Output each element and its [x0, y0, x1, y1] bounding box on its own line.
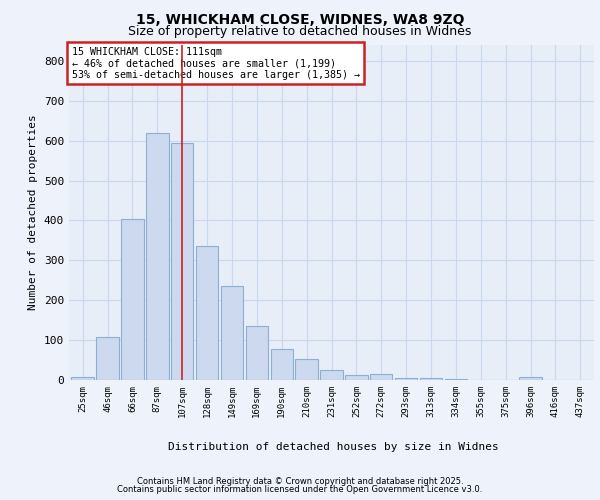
Bar — [245, 326, 268, 380]
Text: Contains HM Land Registry data © Crown copyright and database right 2025.: Contains HM Land Registry data © Crown c… — [137, 477, 463, 486]
Bar — [295, 360, 318, 380]
Bar — [97, 338, 119, 380]
Text: 15, WHICKHAM CLOSE, WIDNES, WA8 9ZQ: 15, WHICKHAM CLOSE, WIDNES, WA8 9ZQ — [136, 12, 464, 26]
Text: 15 WHICKHAM CLOSE: 111sqm
← 46% of detached houses are smaller (1,199)
53% of se: 15 WHICKHAM CLOSE: 111sqm ← 46% of detac… — [71, 46, 359, 80]
Bar — [320, 370, 343, 380]
Bar — [71, 377, 94, 380]
Bar — [395, 378, 418, 380]
Bar — [146, 132, 169, 380]
Bar — [221, 286, 243, 380]
Bar — [271, 349, 293, 380]
Bar — [171, 142, 193, 380]
Bar — [520, 377, 542, 380]
Bar — [445, 379, 467, 380]
Bar — [420, 378, 442, 380]
Bar — [370, 374, 392, 380]
Y-axis label: Number of detached properties: Number of detached properties — [28, 114, 38, 310]
Bar — [121, 219, 143, 380]
Bar — [196, 246, 218, 380]
Text: Contains public sector information licensed under the Open Government Licence v3: Contains public sector information licen… — [118, 485, 482, 494]
Bar — [345, 375, 368, 380]
Text: Distribution of detached houses by size in Widnes: Distribution of detached houses by size … — [167, 442, 499, 452]
Text: Size of property relative to detached houses in Widnes: Size of property relative to detached ho… — [128, 25, 472, 38]
